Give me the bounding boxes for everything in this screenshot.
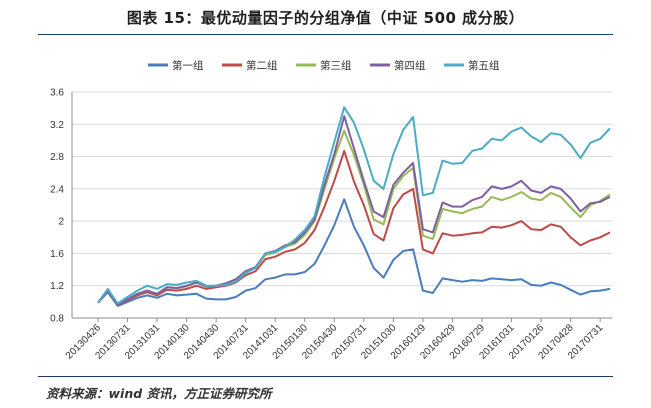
legend-label: 第三组 xyxy=(320,59,352,72)
y-tick-label: 1.2 xyxy=(50,281,64,292)
y-tick-label: 2 xyxy=(58,217,64,228)
y-tick-label: 3.2 xyxy=(50,120,64,131)
y-tick-label: 1.6 xyxy=(50,249,64,260)
legend: 第一组 第二组 第三组 第四组 第五组 xyxy=(148,59,500,72)
series-line-1 xyxy=(97,198,611,307)
page-title: 图表 15：最优动量因子的分组净值（中证 500 成分股） xyxy=(126,9,525,27)
legend-label: 第四组 xyxy=(394,59,426,72)
series-line-5 xyxy=(97,106,611,305)
y-tick-label: 3.6 xyxy=(50,88,64,99)
legend-label: 第一组 xyxy=(172,59,204,72)
source-divider xyxy=(38,376,613,377)
y-tick-label: 2.8 xyxy=(50,152,64,163)
y-axis: 0.8 1.2 1.6 2 2.4 2.8 3.2 3.6 xyxy=(50,88,73,325)
y-tick-label: 0.8 xyxy=(50,314,64,325)
legend-label: 第二组 xyxy=(246,59,278,72)
series-line-2 xyxy=(97,149,611,307)
series-lines xyxy=(97,106,611,307)
y-tick-label: 2.4 xyxy=(50,184,64,195)
title-divider xyxy=(38,34,613,35)
x-axis: 2013042620130731201310312014013020140430… xyxy=(64,317,612,362)
legend-label: 第五组 xyxy=(468,59,500,72)
source-note: 资料来源：wind 资讯，方正证券研究所 xyxy=(46,386,272,401)
series-line-4 xyxy=(97,115,611,307)
